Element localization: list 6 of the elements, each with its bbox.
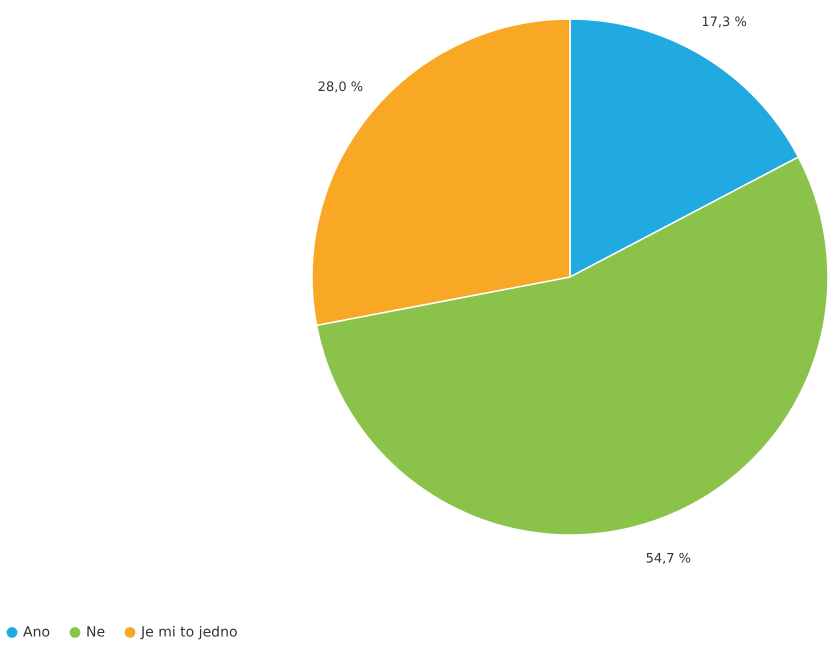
legend-label: Je mi to jedno bbox=[140, 624, 238, 640]
data-label: 17,3 % bbox=[701, 14, 747, 30]
legend-label: Ano bbox=[23, 624, 50, 640]
legend-label: Ne bbox=[86, 624, 106, 640]
data-label: 28,0 % bbox=[318, 80, 364, 96]
data-label: 54,7 % bbox=[646, 551, 692, 566]
